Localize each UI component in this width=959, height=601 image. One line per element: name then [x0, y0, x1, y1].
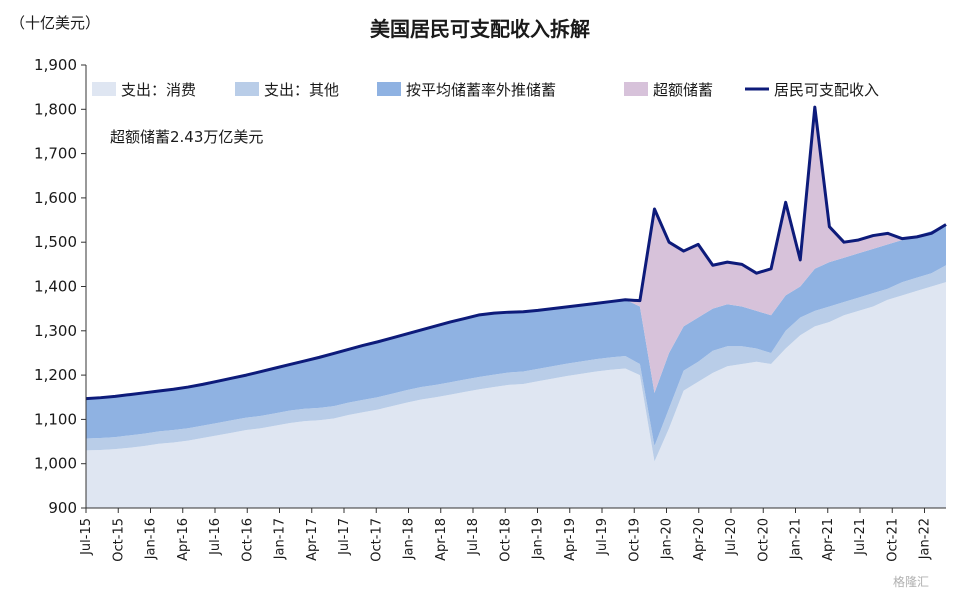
- legend-swatch: [624, 82, 648, 96]
- x-tick-label: Apr-16: [176, 518, 191, 561]
- x-tick-label: Oct-16: [240, 518, 255, 562]
- x-tick-label: Apr-17: [305, 518, 320, 561]
- y-tick-label: 1,000: [34, 455, 77, 473]
- y-tick-label: 1,200: [34, 366, 77, 384]
- x-tick-label: Oct-18: [498, 518, 513, 562]
- x-tick-label: Jul-19: [595, 518, 610, 556]
- x-tick-label: Oct-20: [756, 518, 771, 562]
- watermark: 格隆汇: [893, 574, 929, 589]
- x-tick-label: Jul-17: [337, 518, 352, 556]
- chart-title: 美国居民可支配收入拆解: [370, 17, 590, 41]
- x-tick-label: Oct-21: [885, 518, 900, 562]
- x-tick-label: Jul-21: [853, 518, 868, 556]
- legend-label: 支出：其他: [264, 81, 339, 99]
- x-tick-label: Apr-20: [692, 518, 707, 561]
- x-tick-label: Jan-22: [918, 518, 933, 560]
- y-tick-label: 1,400: [34, 278, 77, 296]
- x-tick-label: Oct-15: [111, 518, 126, 562]
- x-tick-label: Jan-17: [273, 518, 288, 560]
- legend-label: 居民可支配收入: [774, 81, 879, 99]
- excess-savings-annotation: 超额储蓄2.43万亿美元: [110, 128, 263, 146]
- x-tick-label: Jul-18: [466, 518, 481, 556]
- x-tick-label: Jan-21: [789, 518, 804, 560]
- legend-swatch: [235, 82, 259, 96]
- y-tick-label: 1,500: [34, 233, 77, 251]
- legend-label: 按平均储蓄率外推储蓄: [406, 81, 556, 99]
- area-layers: [86, 107, 946, 508]
- legend: 支出：消费 支出：其他 按平均储蓄率外推储蓄 超额储蓄 居民可支配收入: [92, 81, 879, 99]
- y-tick-label: 900: [48, 499, 77, 517]
- area-other-spending: [86, 265, 946, 462]
- x-tick-label: Apr-19: [563, 518, 578, 561]
- income-line-group: [85, 105, 947, 401]
- x-tick-label: Jan-19: [531, 518, 546, 560]
- y-tick-label: 1,700: [34, 145, 77, 163]
- x-tick-label: Jan-18: [402, 518, 417, 560]
- x-tick-label: Jan-16: [144, 518, 159, 560]
- y-tick-label: 1,600: [34, 189, 77, 207]
- y-tick-label: 1,300: [34, 322, 77, 340]
- area-average-saving: [86, 224, 946, 446]
- x-tick-label: Apr-21: [821, 518, 836, 561]
- x-tick-label: Jul-20: [724, 518, 739, 556]
- legend-swatch: [377, 82, 401, 96]
- axes: 900 1,000 1,100 1,200 1,300 1,400 1,500 1,600 1,…: [34, 56, 946, 562]
- x-tick-label: Oct-17: [369, 518, 384, 562]
- x-tick-label: Jan-20: [660, 518, 675, 560]
- legend-swatch: [92, 82, 116, 96]
- income-line: [85, 105, 947, 401]
- y-tick-label: 1,900: [34, 56, 77, 74]
- legend-label: 超额储蓄: [653, 81, 713, 99]
- area-consumption: [86, 282, 946, 508]
- unit-label: （十亿美元）: [10, 14, 100, 32]
- x-tick-label: Apr-18: [434, 518, 449, 561]
- x-tick-label: Oct-19: [627, 518, 642, 562]
- x-tick-label: Jul-15: [79, 518, 94, 556]
- legend-label: 支出：消费: [121, 81, 196, 99]
- y-tick-label: 1,800: [34, 100, 77, 118]
- x-tick-label: Jul-16: [208, 518, 223, 556]
- y-tick-label: 1,100: [34, 410, 77, 428]
